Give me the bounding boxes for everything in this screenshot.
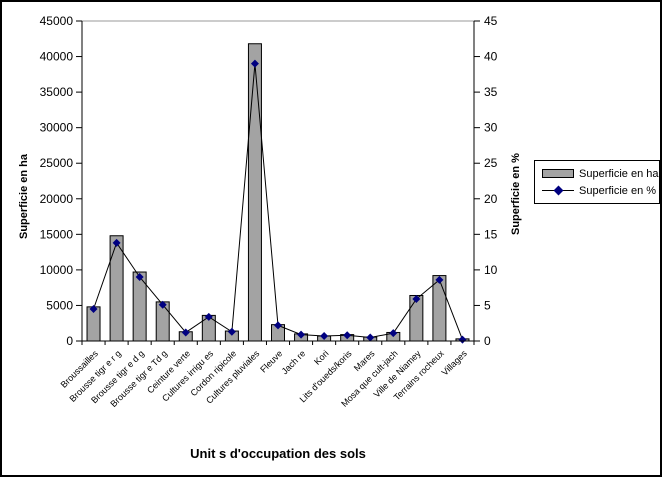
y-tick-label-right: 5	[484, 298, 491, 312]
diamond-marker	[112, 238, 121, 247]
category-label: Kori	[312, 348, 330, 366]
diamond-marker	[135, 273, 144, 281]
diamond-marker	[366, 333, 375, 342]
diamond-marker	[204, 312, 213, 321]
diamond-marker	[343, 331, 352, 340]
diamond-marker	[181, 328, 190, 337]
y-tick-label-left: 10000	[40, 263, 74, 277]
legend-line-diamond-icon	[542, 185, 574, 196]
diamond-marker	[158, 300, 167, 309]
bar	[247, 43, 262, 342]
legend-item-line: Superficie en %	[542, 184, 659, 198]
diamond-marker	[227, 327, 236, 336]
y-tick-label-right: 40	[484, 50, 498, 64]
diamond-marker	[458, 335, 467, 344]
legend: Superficie en ha Superficie en %	[534, 160, 660, 204]
legend-label: Superficie en ha	[579, 167, 659, 180]
y-tick-label-right: 25	[484, 156, 498, 170]
percent-line	[93, 63, 463, 340]
y-tick-label-left: 15000	[40, 227, 74, 241]
category-label: Villages	[440, 348, 470, 378]
y-axis-title-left: Superficie en ha	[18, 154, 30, 240]
bar	[109, 235, 124, 342]
diamond-marker	[412, 295, 421, 304]
legend-label: Superficie en %	[579, 184, 657, 197]
y-tick-label-left: 20000	[40, 192, 74, 206]
x-axis-title: Unit s d'occupation des sols	[190, 446, 366, 461]
y-tick-label-right: 0	[484, 334, 491, 348]
diamond-marker	[435, 275, 444, 284]
y-tick-label-right: 10	[484, 263, 498, 277]
y-tick-label-right: 45	[484, 14, 498, 28]
y-tick-label-left: 5000	[46, 298, 73, 312]
y-tick-label-left: 30000	[40, 121, 74, 135]
y-tick-label-right: 15	[484, 227, 498, 241]
diamond-marker	[274, 321, 282, 330]
y-tick-label-right: 35	[484, 85, 498, 99]
diamond-marker	[250, 59, 259, 68]
category-label: Jach re	[280, 348, 308, 376]
y-tick-label-left: 45000	[40, 14, 74, 28]
diamond-marker	[89, 305, 98, 313]
y-tick-label-left: 35000	[40, 85, 74, 99]
y-tick-label-left: 40000	[40, 50, 74, 64]
legend-item-bar: Superficie en ha	[542, 167, 659, 181]
y-tick-label-right: 20	[484, 192, 498, 206]
y-tick-label-right: 30	[484, 121, 498, 135]
legend-bar-swatch-icon	[542, 169, 574, 178]
bar	[432, 275, 447, 342]
y-tick-label-left: 0	[66, 334, 73, 348]
y-tick-label-left: 25000	[40, 156, 74, 170]
diamond-marker	[297, 330, 306, 339]
y-axis-title-right: Superficie en %	[510, 153, 522, 235]
diamond-marker	[320, 332, 329, 341]
diamond-marker	[389, 329, 398, 338]
